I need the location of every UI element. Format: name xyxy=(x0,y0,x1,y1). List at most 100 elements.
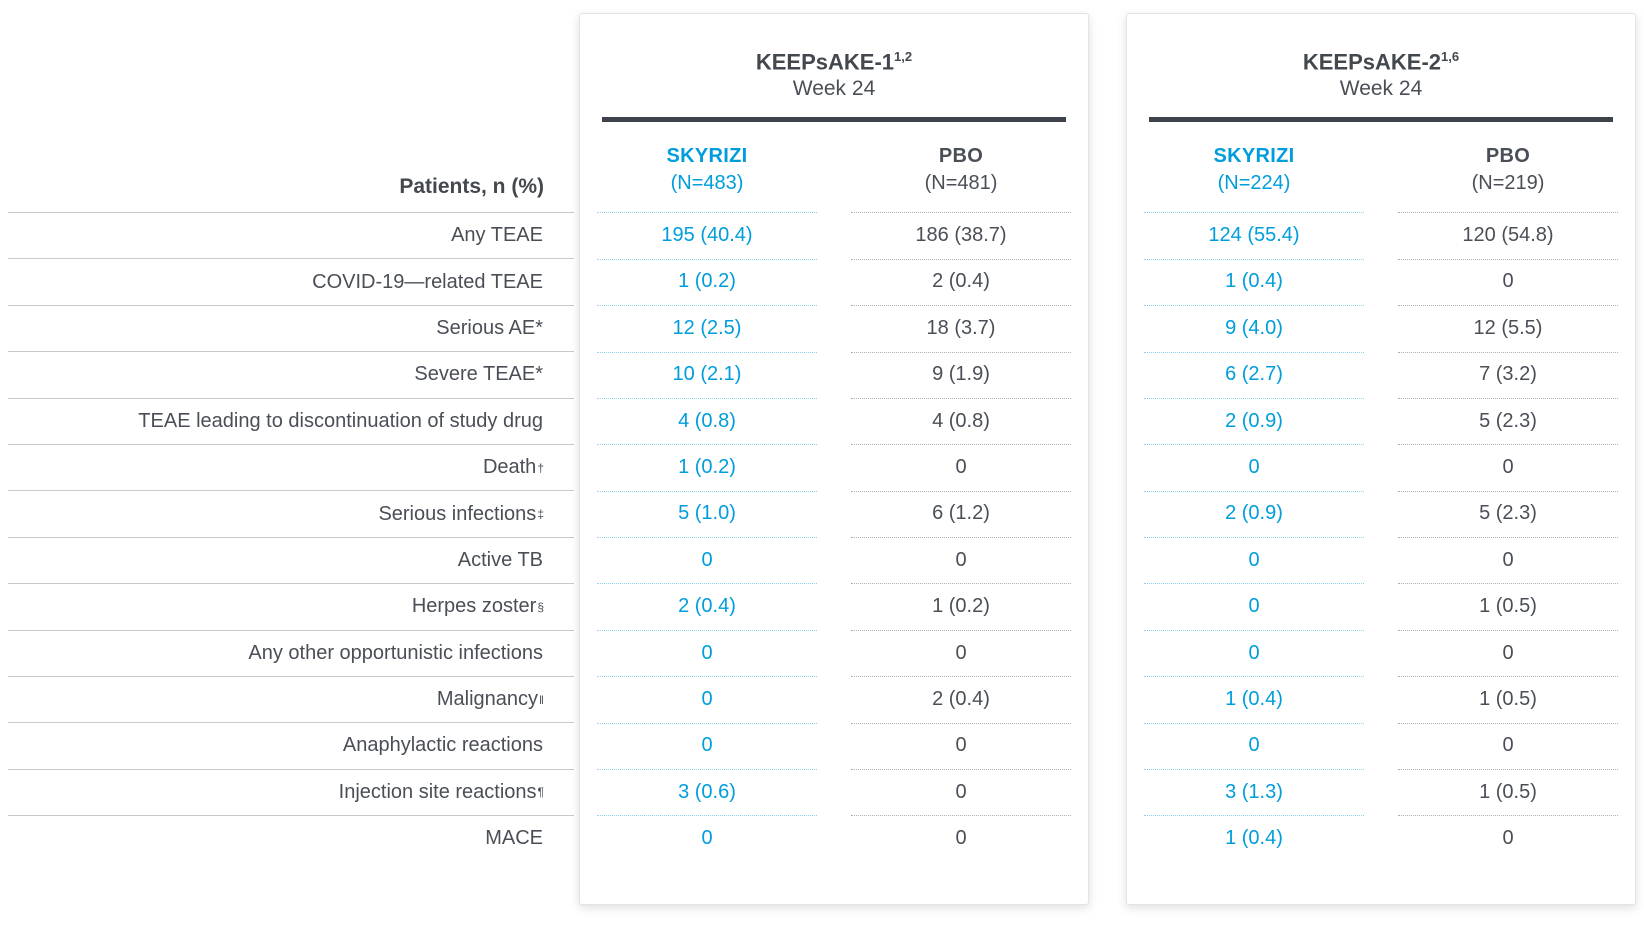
column-header-pbo: PBO (N=481) xyxy=(834,122,1088,212)
table-row: 2 (0.9) 5 (2.3) xyxy=(1127,397,1635,444)
cell-skyrizi: 0 xyxy=(1127,722,1381,769)
pbo-n-count: (N=219) xyxy=(1471,172,1545,195)
data-rows: 195 (40.4) 186 (38.7) 1 (0.2) 2 (0.4) 12 (… xyxy=(580,212,1088,861)
skyrizi-n-count: (N=224) xyxy=(1217,172,1291,195)
table-row: 1 (0.4) 0 xyxy=(1127,815,1635,861)
cell-skyrizi: 2 (0.9) xyxy=(1127,397,1381,444)
cell-skyrizi: 0 xyxy=(1127,537,1381,583)
cell-pbo: 0 xyxy=(834,444,1088,490)
cell-pbo: 1 (0.2) xyxy=(834,583,1088,629)
column-header-skyrizi: SKYRIZI (N=483) xyxy=(580,122,834,212)
reference-superscript: 1,2 xyxy=(894,49,913,64)
table-row: 3 (1.3) 1 (0.5) xyxy=(1127,769,1635,815)
cell-pbo: 0 xyxy=(834,815,1088,861)
table-row: 9 (4.0) 12 (5.5) xyxy=(1127,305,1635,351)
reference-superscript: 1,6 xyxy=(1441,49,1460,64)
cell-pbo: 0 xyxy=(1381,258,1635,305)
study-title: KEEPsAKE-11,2 xyxy=(755,49,913,75)
cell-skyrizi: 0 xyxy=(580,722,834,769)
table-row: 124 (55.4) 120 (54.8) xyxy=(1127,212,1635,258)
skyrizi-n-count: (N=483) xyxy=(670,172,744,195)
row-label-serious-ae: Serious AE* xyxy=(8,304,574,351)
table-row: 3 (0.6) 0 xyxy=(580,769,1088,815)
arm-header-row: SKYRIZI (N=483) PBO (N=481) xyxy=(580,122,1088,212)
cell-skyrizi: 3 (0.6) xyxy=(580,769,834,815)
cell-pbo: 0 xyxy=(1381,444,1635,490)
table-row: 1 (0.2) 2 (0.4) xyxy=(580,258,1088,305)
cell-skyrizi: 3 (1.3) xyxy=(1127,769,1381,815)
cell-skyrizi: 0 xyxy=(1127,629,1381,676)
cell-pbo: 1 (0.5) xyxy=(1381,769,1635,815)
table-row: 4 (0.8) 4 (0.8) xyxy=(580,397,1088,444)
row-label-discontinuation: TEAE leading to discontinuation of study… xyxy=(8,397,574,444)
cell-pbo: 18 (3.7) xyxy=(834,305,1088,351)
cell-pbo: 6 (1.2) xyxy=(834,490,1088,537)
table-row: 2 (0.4) 1 (0.2) xyxy=(580,583,1088,629)
row-label-anaphylactic: Anaphylactic reactions xyxy=(8,722,574,768)
row-label-death: Death † xyxy=(8,443,574,490)
cell-skyrizi: 5 (1.0) xyxy=(580,490,834,537)
table-row: 1 (0.4) 0 xyxy=(1127,258,1635,305)
cell-pbo: 1 (0.5) xyxy=(1381,676,1635,722)
cell-pbo: 0 xyxy=(1381,629,1635,676)
row-label-serious-infections: Serious infections ‡ xyxy=(8,490,574,536)
divider-bar xyxy=(602,117,1066,123)
row-label-any-teae: Any TEAE xyxy=(8,212,574,258)
cell-skyrizi: 9 (4.0) xyxy=(1127,305,1381,351)
cell-skyrizi: 195 (40.4) xyxy=(580,212,834,258)
row-label-opportunistic-infections: Any other opportunistic infections xyxy=(8,629,574,676)
keepsake-1-panel: KEEPsAKE-11,2 Week 24 SKYRIZI (N=483) PB… xyxy=(579,13,1089,905)
cell-skyrizi: 2 (0.9) xyxy=(1127,490,1381,537)
cell-skyrizi: 0 xyxy=(1127,583,1381,629)
column-header-pbo: PBO (N=219) xyxy=(1381,122,1635,212)
cell-pbo: 0 xyxy=(834,769,1088,815)
cell-skyrizi: 1 (0.4) xyxy=(1127,258,1381,305)
data-rows: 124 (55.4) 120 (54.8) 1 (0.4) 0 9 (4.0) 12 … xyxy=(1127,212,1635,861)
table-row: 5 (1.0) 6 (1.2) xyxy=(580,490,1088,537)
row-label-injection-site: Injection site reactions ¶ xyxy=(8,768,574,815)
table-row: 12 (2.5) 18 (3.7) xyxy=(580,305,1088,351)
cell-pbo: 0 xyxy=(1381,537,1635,583)
cell-skyrizi: 1 (0.4) xyxy=(1127,676,1381,722)
cell-skyrizi: 6 (2.7) xyxy=(1127,351,1381,398)
cell-pbo: 5 (2.3) xyxy=(1381,490,1635,537)
cell-pbo: 0 xyxy=(1381,815,1635,861)
pbo-n-count: (N=481) xyxy=(924,172,998,195)
patients-header: Patients, n (%) xyxy=(399,175,544,198)
cell-pbo: 0 xyxy=(834,537,1088,583)
cell-pbo: 186 (38.7) xyxy=(834,212,1088,258)
cell-pbo: 4 (0.8) xyxy=(834,397,1088,444)
study-title: KEEPsAKE-21,6 xyxy=(1302,49,1460,75)
row-label-malignancy: Malignancy ‖ xyxy=(8,675,574,722)
cell-pbo: 1 (0.5) xyxy=(1381,583,1635,629)
table-row: 2 (0.9) 5 (2.3) xyxy=(1127,490,1635,537)
cell-skyrizi: 0 xyxy=(580,629,834,676)
cell-skyrizi: 12 (2.5) xyxy=(580,305,834,351)
table-row: 195 (40.4) 186 (38.7) xyxy=(580,212,1088,258)
cell-skyrizi: 0 xyxy=(580,676,834,722)
cell-pbo: 2 (0.4) xyxy=(834,676,1088,722)
cell-pbo: 12 (5.5) xyxy=(1381,305,1635,351)
cell-pbo: 0 xyxy=(834,629,1088,676)
keepsake-2-panel: KEEPsAKE-21,6 Week 24 SKYRIZI (N=224) PB… xyxy=(1126,13,1636,905)
row-label-covid-teae: COVID-19—related TEAE xyxy=(8,258,574,304)
table-row: 1 (0.2) 0 xyxy=(580,444,1088,490)
column-header-skyrizi: SKYRIZI (N=224) xyxy=(1127,122,1381,212)
cell-skyrizi: 1 (0.2) xyxy=(580,444,834,490)
arm-header-row: SKYRIZI (N=224) PBO (N=219) xyxy=(1127,122,1635,212)
cell-pbo: 120 (54.8) xyxy=(1381,212,1635,258)
row-label-herpes-zoster: Herpes zoster § xyxy=(8,583,574,629)
cell-pbo: 2 (0.4) xyxy=(834,258,1088,305)
row-label-column: Patients, n (%) Any TEAE COVID-19—relate… xyxy=(8,0,574,861)
row-label-active-tb: Active TB xyxy=(8,536,574,583)
cell-skyrizi: 0 xyxy=(580,815,834,861)
table-row: 1 (0.4) 1 (0.5) xyxy=(1127,676,1635,722)
